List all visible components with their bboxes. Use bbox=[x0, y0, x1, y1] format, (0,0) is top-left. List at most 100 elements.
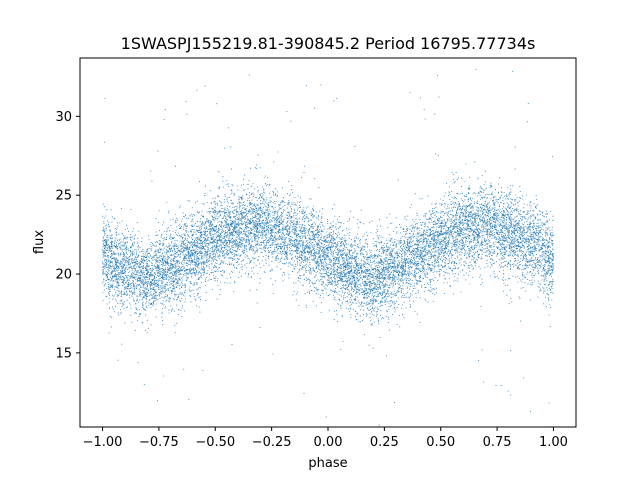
data-point bbox=[230, 168, 232, 170]
data-point bbox=[116, 277, 118, 279]
data-point bbox=[371, 323, 373, 325]
data-point bbox=[499, 243, 502, 245]
data-point bbox=[536, 265, 538, 267]
data-point bbox=[117, 225, 119, 227]
data-point bbox=[142, 249, 144, 251]
data-point bbox=[509, 193, 511, 195]
data-point bbox=[105, 224, 107, 226]
data-point bbox=[461, 218, 464, 220]
data-point bbox=[529, 204, 531, 206]
data-point bbox=[453, 276, 455, 278]
data-point bbox=[200, 262, 202, 264]
data-point bbox=[378, 287, 380, 289]
data-point bbox=[103, 280, 105, 282]
data-point bbox=[317, 268, 319, 270]
data-point bbox=[187, 263, 189, 265]
data-point bbox=[253, 267, 255, 269]
data-point bbox=[191, 225, 193, 227]
data-point bbox=[303, 255, 305, 257]
data-point bbox=[503, 282, 505, 284]
data-point bbox=[531, 279, 533, 281]
data-point bbox=[318, 293, 320, 295]
data-point bbox=[308, 259, 310, 261]
data-point bbox=[446, 246, 448, 248]
data-point bbox=[436, 247, 438, 249]
data-point bbox=[204, 195, 206, 197]
data-point bbox=[334, 242, 336, 244]
data-point bbox=[501, 234, 503, 236]
data-point bbox=[187, 277, 189, 279]
data-point bbox=[405, 293, 407, 295]
data-point bbox=[166, 248, 168, 251]
data-point bbox=[291, 264, 293, 266]
data-point bbox=[297, 209, 299, 211]
data-point bbox=[266, 202, 268, 204]
data-point bbox=[276, 239, 278, 241]
data-point bbox=[237, 202, 239, 204]
data-point bbox=[377, 295, 380, 297]
data-point bbox=[541, 223, 543, 225]
data-point bbox=[526, 241, 528, 243]
data-point bbox=[439, 223, 441, 225]
data-point bbox=[341, 316, 344, 318]
data-point bbox=[381, 264, 384, 266]
data-point bbox=[519, 297, 521, 299]
data-point bbox=[486, 259, 488, 261]
data-point bbox=[205, 259, 207, 261]
data-point bbox=[250, 231, 253, 234]
data-point bbox=[550, 242, 552, 244]
data-point bbox=[152, 300, 154, 302]
data-point bbox=[366, 278, 368, 280]
data-point bbox=[350, 299, 353, 301]
data-point bbox=[286, 232, 288, 234]
data-point bbox=[465, 253, 467, 255]
data-point bbox=[444, 206, 446, 208]
data-point bbox=[293, 266, 295, 268]
data-point bbox=[415, 254, 417, 256]
data-point bbox=[274, 246, 276, 248]
data-point bbox=[510, 201, 512, 203]
data-point bbox=[549, 326, 551, 328]
data-point bbox=[426, 276, 428, 279]
data-point bbox=[436, 74, 439, 77]
data-point bbox=[229, 219, 231, 221]
data-point bbox=[483, 248, 485, 250]
data-point bbox=[124, 275, 126, 277]
data-point bbox=[142, 265, 144, 268]
data-point bbox=[271, 269, 273, 271]
data-point bbox=[469, 187, 471, 189]
data-point bbox=[309, 272, 311, 274]
data-point bbox=[141, 307, 143, 309]
data-point bbox=[262, 206, 264, 208]
data-point bbox=[149, 254, 151, 256]
data-point bbox=[387, 278, 389, 280]
data-point bbox=[349, 298, 351, 300]
data-point bbox=[351, 302, 354, 304]
data-point bbox=[436, 218, 439, 220]
data-point bbox=[239, 248, 241, 251]
data-point bbox=[499, 221, 501, 223]
data-point bbox=[108, 291, 110, 293]
data-point bbox=[255, 210, 257, 212]
data-point bbox=[384, 286, 386, 288]
data-point bbox=[367, 267, 369, 269]
data-point bbox=[318, 263, 320, 265]
data-point bbox=[429, 252, 431, 254]
data-point bbox=[522, 265, 524, 267]
data-point bbox=[441, 246, 443, 248]
data-point bbox=[503, 237, 505, 239]
data-point bbox=[440, 264, 443, 266]
data-point bbox=[176, 219, 178, 221]
data-point bbox=[504, 223, 506, 225]
data-point bbox=[395, 253, 397, 255]
data-point bbox=[463, 215, 465, 218]
data-point bbox=[334, 281, 337, 283]
data-point bbox=[389, 246, 391, 249]
data-point bbox=[513, 237, 515, 239]
data-point bbox=[276, 218, 279, 220]
data-point bbox=[500, 210, 502, 213]
data-point bbox=[225, 263, 227, 265]
data-point bbox=[519, 230, 521, 233]
data-point bbox=[109, 235, 111, 237]
data-point bbox=[333, 264, 335, 266]
